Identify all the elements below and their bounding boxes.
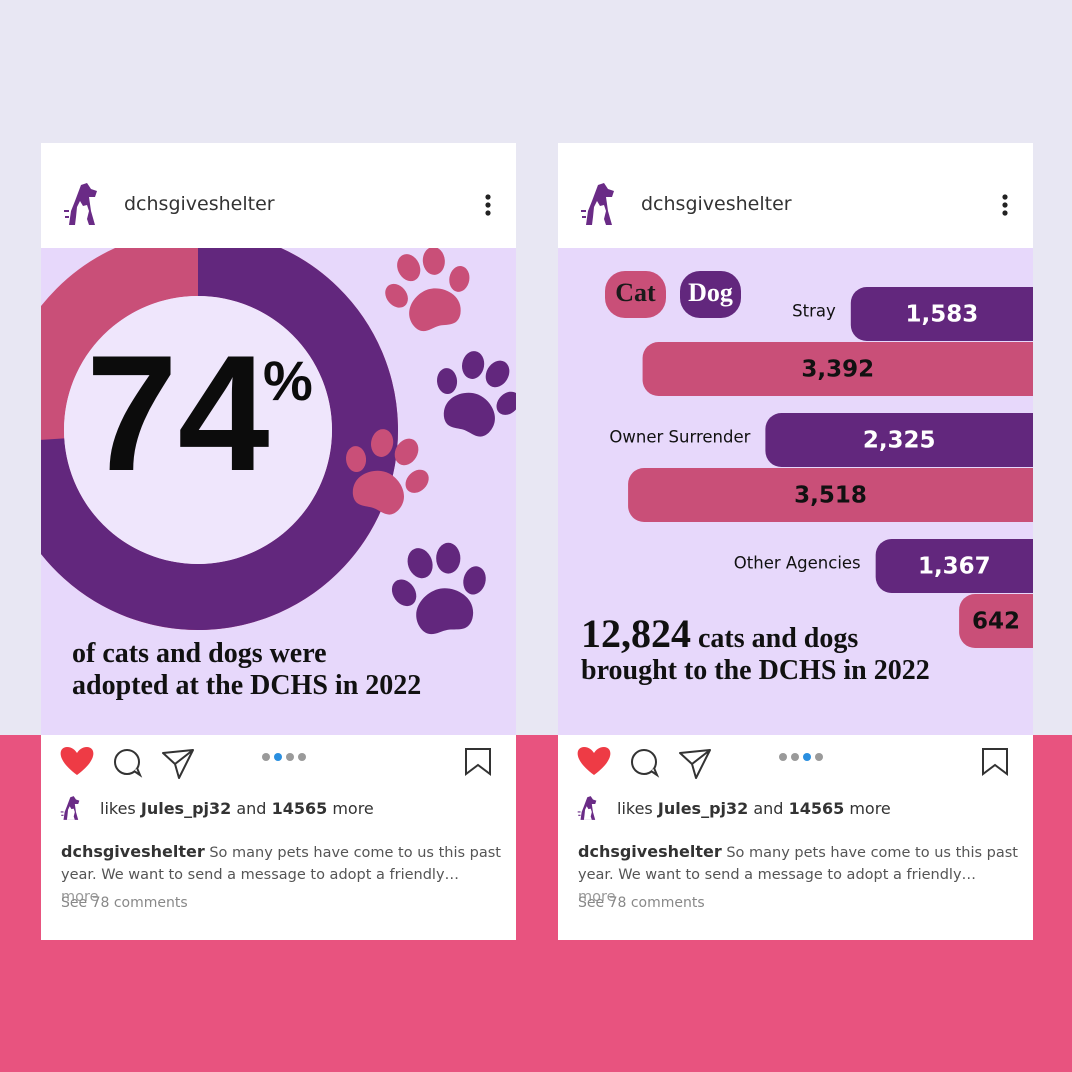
value-unit: % bbox=[263, 349, 313, 412]
caption-line: brought to the DCHS in 2022 bbox=[581, 655, 930, 686]
bar bbox=[628, 468, 1033, 522]
value-label: 3,392 bbox=[801, 357, 874, 383]
caption-text: So many pets have come to us this past y… bbox=[61, 845, 501, 883]
avatar[interactable] bbox=[61, 181, 107, 227]
post-footer: likes Jules_pj32 and 14565 more dchsgive… bbox=[41, 735, 516, 940]
post-caption: dchsgiveshelter So many pets have come t… bbox=[61, 841, 501, 908]
caption-line: of cats and dogs were bbox=[72, 638, 327, 669]
likes-line: likes Jules_pj32 and 14565 more bbox=[617, 799, 891, 818]
liker-avatar bbox=[576, 793, 602, 823]
post-footer: likes Jules_pj32 and 14565 more dchsgive… bbox=[558, 735, 1033, 940]
value-label: 642 bbox=[972, 609, 1020, 635]
likes-count[interactable]: 14565 bbox=[788, 799, 845, 818]
likes-suffix: more bbox=[849, 799, 891, 818]
save-button[interactable] bbox=[465, 748, 491, 776]
caption-text: cats and dogs bbox=[698, 623, 859, 654]
likes-suffix: more bbox=[332, 799, 374, 818]
caption-line: adopted at the DCHS in 2022 bbox=[72, 670, 422, 701]
liker-name[interactable]: Jules_pj32 bbox=[657, 799, 749, 818]
more-link[interactable]: more bbox=[578, 889, 616, 905]
liker-avatar bbox=[59, 793, 85, 823]
slide-dot bbox=[815, 753, 823, 761]
donut-hole bbox=[64, 296, 332, 564]
action-bar bbox=[577, 747, 1008, 779]
post-card: dchsgiveshelter 74% of cats and dogs wer… bbox=[41, 143, 516, 940]
menu-button[interactable] bbox=[998, 193, 1012, 219]
likes-prefix: likes bbox=[617, 799, 653, 818]
caption-user[interactable]: dchsgiveshelter bbox=[61, 842, 205, 861]
post-image: Cat Dog 3,392 1,583 Stray 3,518 2,325 Owner Sur… bbox=[558, 248, 1033, 735]
menu-button[interactable] bbox=[481, 193, 495, 219]
like-button[interactable] bbox=[60, 747, 94, 775]
value-label: 3,518 bbox=[794, 483, 867, 509]
bar bbox=[959, 594, 1033, 648]
post-caption: dchsgiveshelter So many pets have come t… bbox=[578, 841, 1018, 908]
slide-dot bbox=[298, 753, 306, 761]
value-label: 1,583 bbox=[906, 302, 979, 328]
slide-dot bbox=[779, 753, 787, 761]
category-label: Stray bbox=[792, 302, 836, 321]
username[interactable]: dchsgiveshelter bbox=[641, 193, 792, 215]
donut-chart: 74% bbox=[41, 248, 516, 641]
likes-joiner: and bbox=[753, 799, 784, 818]
post-image: 74% of cats and dogs were adopted at the… bbox=[41, 248, 516, 735]
action-bar bbox=[60, 747, 491, 779]
bar bbox=[850, 287, 1033, 341]
legend-swatch bbox=[605, 271, 666, 318]
bar-chart: Cat Dog 3,392 1,583 Stray 3,518 2,325 Owner Sur… bbox=[605, 271, 1033, 648]
likes-line: likes Jules_pj32 and 14565 more bbox=[100, 799, 374, 818]
chart-caption: 12,824 cats and dogs brought to the DCHS… bbox=[581, 614, 930, 687]
slide-dot bbox=[286, 753, 294, 761]
save-button[interactable] bbox=[982, 748, 1008, 776]
paw-decoration bbox=[419, 338, 516, 448]
comments-link[interactable]: See 78 comments bbox=[578, 895, 705, 911]
slide-dot bbox=[262, 753, 270, 761]
likes-prefix: likes bbox=[100, 799, 136, 818]
username[interactable]: dchsgiveshelter bbox=[124, 193, 275, 215]
slide-dot bbox=[274, 753, 282, 761]
post-card: dchsgiveshelter Cat Dog 3,392 1,583 Stray 3,5… bbox=[558, 143, 1033, 940]
post-header: dchsgiveshelter bbox=[41, 143, 516, 248]
bar bbox=[875, 539, 1033, 593]
bar bbox=[642, 342, 1033, 396]
comment-button[interactable] bbox=[114, 749, 143, 778]
bar bbox=[765, 413, 1033, 467]
more-link[interactable]: more bbox=[61, 889, 99, 905]
chart-caption: of cats and dogs were adopted at the DCH… bbox=[72, 638, 421, 702]
paw-decoration bbox=[380, 534, 499, 641]
category-label: Owner Surrender bbox=[609, 428, 750, 447]
avatar[interactable] bbox=[578, 181, 624, 227]
value-label: 1,367 bbox=[918, 554, 991, 580]
share-button[interactable] bbox=[679, 749, 711, 779]
liker-name[interactable]: Jules_pj32 bbox=[140, 799, 232, 818]
slide-dot bbox=[803, 753, 811, 761]
legend-label: Dog bbox=[688, 278, 733, 307]
category-label: Other Agencies bbox=[734, 554, 861, 573]
slide-dots bbox=[262, 753, 306, 761]
comments-link[interactable]: See 78 comments bbox=[61, 895, 188, 911]
share-button[interactable] bbox=[162, 749, 194, 779]
likes-joiner: and bbox=[236, 799, 267, 818]
caption-line: 12,824 cats and dogs bbox=[581, 614, 930, 655]
paw-decoration bbox=[372, 248, 485, 340]
donut-segment bbox=[41, 248, 398, 630]
big-value: 74 bbox=[86, 321, 270, 505]
comment-button[interactable] bbox=[631, 749, 660, 778]
caption-user[interactable]: dchsgiveshelter bbox=[578, 842, 722, 861]
like-button[interactable] bbox=[577, 747, 611, 775]
legend-swatch bbox=[680, 271, 741, 318]
total-label: 12,824 bbox=[581, 611, 691, 656]
caption-text: So many pets have come to us this past y… bbox=[578, 845, 1018, 883]
slide-dots bbox=[779, 753, 823, 761]
legend-label: Cat bbox=[615, 278, 656, 307]
post-header: dchsgiveshelter bbox=[558, 143, 1033, 248]
value-label: 2,325 bbox=[863, 428, 936, 454]
slide-dot bbox=[791, 753, 799, 761]
likes-count[interactable]: 14565 bbox=[271, 799, 328, 818]
